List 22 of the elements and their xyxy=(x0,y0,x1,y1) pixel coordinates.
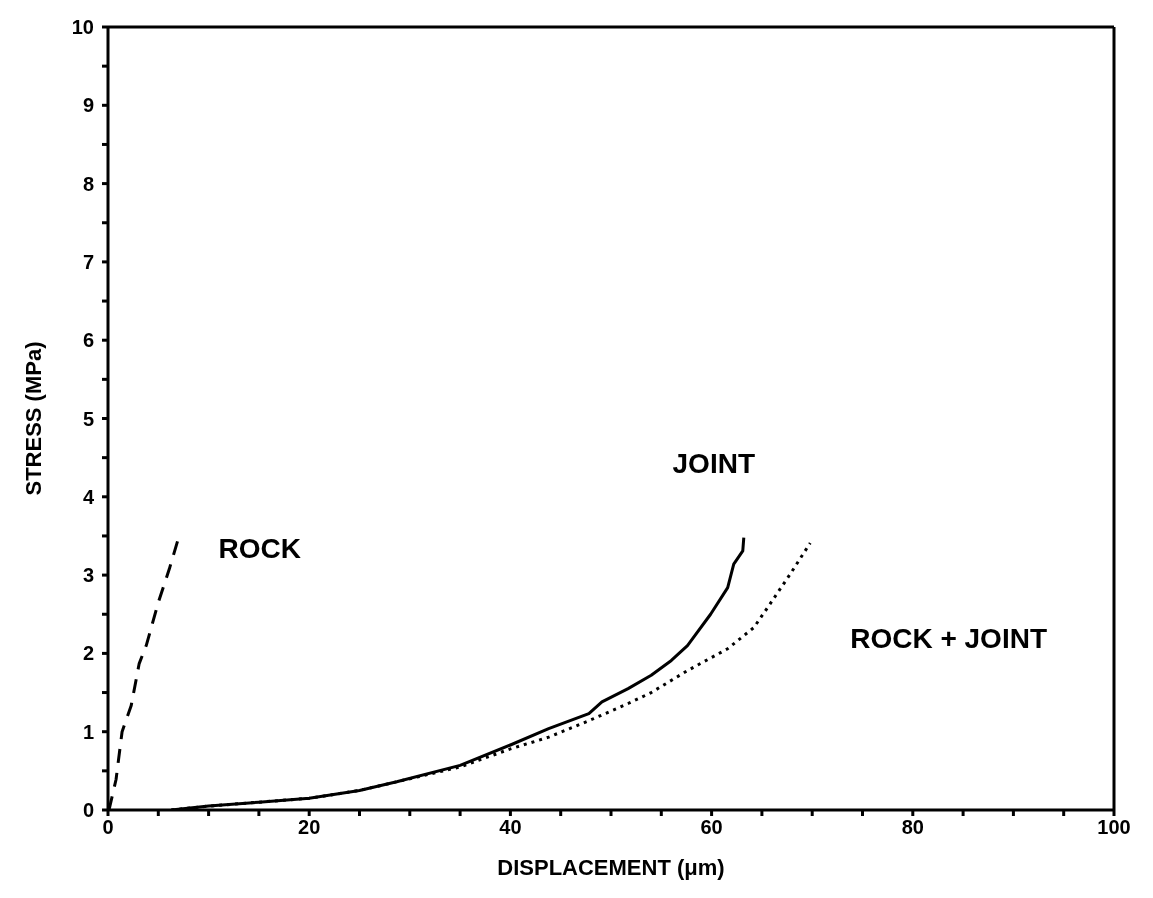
x-tick-label: 80 xyxy=(901,816,924,838)
y-tick-label: 5 xyxy=(82,407,94,430)
y-tick-label: 10 xyxy=(71,16,94,38)
text: JOINT xyxy=(672,447,756,479)
y-axis-title: STRESS (MPa) xyxy=(20,341,46,496)
x-axis-title: DISPLACEMENT (μm) xyxy=(497,855,725,880)
x-tick-label: 60 xyxy=(700,816,723,838)
x-tick-label: 40 xyxy=(499,816,522,838)
y-tick-label: 3 xyxy=(82,564,94,587)
x-tick-label: 20 xyxy=(298,816,321,838)
series-label: ROCK xyxy=(218,533,301,565)
text: ROCK + JOINT xyxy=(850,623,1047,654)
y-tick-label: 9 xyxy=(82,94,94,117)
y-tick-label: 7 xyxy=(82,250,94,273)
y-tick-label: 6 xyxy=(82,329,94,352)
x-tick-label: 0 xyxy=(102,816,114,838)
y-tick-label: 0 xyxy=(82,799,94,821)
y-tick-label: 4 xyxy=(82,485,95,508)
y-tick-label: 8 xyxy=(82,172,94,195)
x-tick-label: 100 xyxy=(1097,816,1131,838)
y-tick-label: 2 xyxy=(82,642,94,665)
y-tick-label: 1 xyxy=(82,720,94,743)
